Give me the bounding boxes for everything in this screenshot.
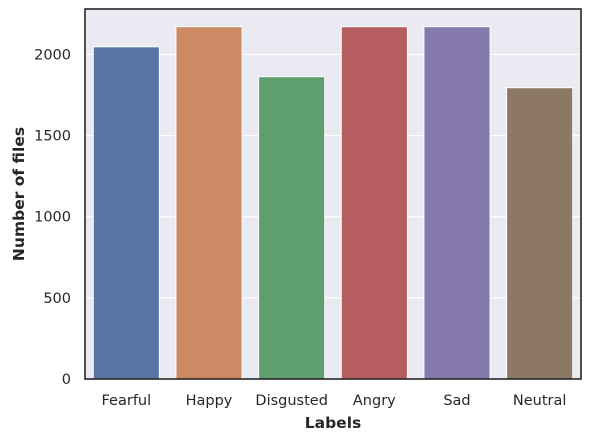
- x-tick-label: Fearful: [102, 393, 152, 409]
- y-tick-label: 0: [62, 372, 71, 388]
- x-tick-label: Happy: [186, 393, 233, 409]
- plot-frame: [84, 8, 582, 380]
- bar-disgusted: [258, 76, 326, 380]
- bar-angry: [340, 26, 408, 380]
- bars: [92, 26, 574, 380]
- y-axis-title: Number of files: [10, 127, 28, 261]
- y-tick-label: 1500: [34, 129, 71, 145]
- bar-happy: [175, 26, 243, 380]
- plot-background: [85, 9, 581, 379]
- x-tick-label: Disgusted: [255, 393, 328, 409]
- y-tick-label: 1000: [34, 210, 71, 226]
- x-axis-title: Labels: [305, 414, 361, 432]
- bar-sad: [423, 26, 491, 380]
- y-tick-label: 500: [43, 291, 71, 307]
- x-tick-label: Angry: [353, 393, 396, 409]
- x-tick-label: Sad: [443, 393, 470, 409]
- bar-fearful: [92, 46, 160, 380]
- x-axis-ticks: Fearful Happy Disgusted Angry Sad Neutral: [102, 393, 567, 409]
- y-tick-label: 2000: [34, 47, 71, 63]
- bar-neutral: [506, 87, 574, 380]
- x-tick-label: Neutral: [513, 393, 567, 409]
- y-axis-ticks: 0 500 1000 1500 2000: [34, 47, 71, 388]
